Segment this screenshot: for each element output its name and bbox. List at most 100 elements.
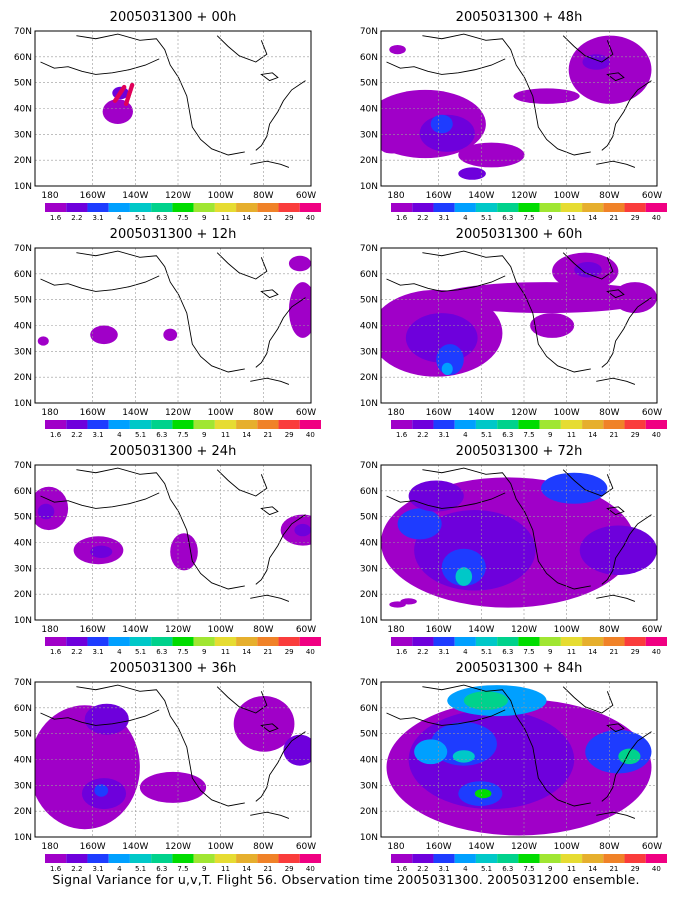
flight-track bbox=[112, 82, 135, 107]
y-tick-label: 70N bbox=[14, 678, 32, 688]
colorbar-label: 40 bbox=[652, 214, 661, 222]
colorbar-label: 11 bbox=[567, 214, 576, 222]
x-tick-label: 100W bbox=[208, 191, 234, 201]
colorbar-label: 40 bbox=[306, 865, 315, 873]
y-tick-label: 10N bbox=[360, 616, 378, 626]
colorbar-label: 4 bbox=[463, 431, 468, 439]
coastline bbox=[387, 685, 652, 818]
colorbar-label: 5.1 bbox=[135, 648, 146, 656]
y-tick-label: 40N bbox=[14, 756, 32, 766]
colorbar-segment bbox=[391, 637, 413, 646]
coastline-path bbox=[387, 493, 506, 509]
colorbar-segment bbox=[454, 854, 476, 863]
y-tick-label: 70N bbox=[360, 461, 378, 471]
colorbar-label: 7.5 bbox=[177, 431, 188, 439]
variance-contour bbox=[430, 114, 453, 134]
colorbar-label: 4 bbox=[117, 214, 122, 222]
coastline-path bbox=[261, 507, 278, 515]
colorbar-segment bbox=[214, 854, 237, 863]
colorbar-segment bbox=[66, 420, 88, 429]
colorbar-segment bbox=[129, 420, 152, 429]
y-tick-label: 20N bbox=[360, 807, 378, 817]
coastline-path bbox=[387, 59, 506, 75]
colorbar-segment bbox=[236, 854, 258, 863]
colorbar-segment bbox=[539, 420, 561, 429]
y-tick-label: 50N bbox=[14, 79, 32, 89]
colorbar-segment bbox=[299, 203, 321, 212]
panel-3: 2005031300 + 60h 10N 20N 30N 40N 50N 60N 70N 180… bbox=[360, 227, 667, 439]
colorbar-segment bbox=[151, 203, 173, 212]
colorbar-segment bbox=[603, 420, 625, 429]
colorbar-label: 7.5 bbox=[177, 865, 188, 873]
gridlines bbox=[381, 682, 657, 837]
colorbar: 1.6 2.2 3.1 4 5.1 6.3 7.5 9 11 14 21 29 40 bbox=[45, 637, 321, 656]
colorbar-label: 2.2 bbox=[71, 648, 82, 656]
colorbar-label: 21 bbox=[263, 865, 272, 873]
colorbar-label: 40 bbox=[306, 214, 315, 222]
colorbar-segment bbox=[412, 854, 434, 863]
colorbar-label: 11 bbox=[567, 648, 576, 656]
y-tick-label: 30N bbox=[360, 130, 378, 140]
y-tick-label: 10N bbox=[14, 833, 32, 843]
colorbar-segment bbox=[214, 637, 237, 646]
colorbar-segment bbox=[236, 637, 258, 646]
x-tick-label: 120W bbox=[165, 191, 191, 201]
colorbar-label: 6.3 bbox=[156, 431, 167, 439]
variance-contour bbox=[288, 282, 311, 338]
coastline-path bbox=[41, 276, 160, 292]
coastline-path bbox=[596, 812, 635, 818]
y-tick-label: 50N bbox=[14, 513, 32, 523]
coastline bbox=[41, 468, 306, 601]
colorbar-label: 11 bbox=[221, 431, 230, 439]
gridlines bbox=[35, 465, 311, 620]
variance-contour bbox=[458, 142, 525, 168]
y-tick-label: 70N bbox=[14, 244, 32, 254]
x-tick-label: 100W bbox=[554, 408, 580, 418]
colorbar-segment bbox=[129, 203, 152, 212]
colorbar-segment bbox=[108, 420, 130, 429]
colorbar-segment bbox=[412, 420, 434, 429]
x-tick-label: 180 bbox=[41, 408, 58, 418]
x-tick-label: 60W bbox=[296, 842, 316, 852]
x-tick-label: 180 bbox=[41, 191, 58, 201]
colorbar-segment bbox=[433, 203, 455, 212]
y-tick-label: 20N bbox=[14, 807, 32, 817]
colorbar-label: 9 bbox=[202, 214, 206, 222]
x-tick-label: 180 bbox=[41, 625, 58, 635]
colorbar-segment bbox=[193, 420, 215, 429]
panel-title: 2005031300 + 60h bbox=[456, 227, 583, 242]
colorbar-label: 2.2 bbox=[417, 431, 428, 439]
colorbar-segment bbox=[257, 637, 279, 646]
panel-title: 2005031300 + 72h bbox=[456, 444, 583, 459]
x-tick-label: 100W bbox=[554, 842, 580, 852]
y-tick-label: 60N bbox=[360, 704, 378, 714]
colorbar-label: 14 bbox=[242, 431, 251, 439]
colorbar-label: 3.1 bbox=[439, 865, 450, 873]
coastline-path bbox=[250, 378, 289, 384]
colorbar-label: 29 bbox=[631, 214, 640, 222]
variance-contour bbox=[513, 88, 580, 104]
y-tick-label: 50N bbox=[360, 513, 378, 523]
coastline-path bbox=[256, 298, 306, 368]
colorbar-segment bbox=[582, 854, 604, 863]
colorbar-segment bbox=[193, 637, 215, 646]
colorbar-segment bbox=[645, 420, 667, 429]
variance-contour bbox=[463, 691, 508, 710]
gridlines bbox=[35, 682, 311, 837]
x-tick-label: 160W bbox=[426, 842, 452, 852]
colorbar-segment bbox=[560, 854, 583, 863]
colorbar: 1.6 2.2 3.1 4 5.1 6.3 7.5 9 11 14 21 29 40 bbox=[391, 203, 667, 222]
colorbar-segment bbox=[518, 420, 540, 429]
colorbar-label: 29 bbox=[285, 648, 294, 656]
colorbar-label: 1.6 bbox=[50, 865, 62, 873]
panel-2: 2005031300 + 12h 10N 20N 30N 40N 50N 60N 70N 180… bbox=[14, 227, 321, 439]
colorbar-segment bbox=[129, 637, 152, 646]
colorbar-label: 7.5 bbox=[523, 214, 534, 222]
coastline-path bbox=[250, 161, 289, 167]
panel-title: 2005031300 + 24h bbox=[110, 444, 237, 459]
colorbar-label: 9 bbox=[548, 865, 552, 873]
y-tick-label: 50N bbox=[14, 730, 32, 740]
x-tick-label: 160W bbox=[80, 191, 106, 201]
x-tick-label: 120W bbox=[511, 625, 537, 635]
colorbar-label: 7.5 bbox=[177, 214, 188, 222]
